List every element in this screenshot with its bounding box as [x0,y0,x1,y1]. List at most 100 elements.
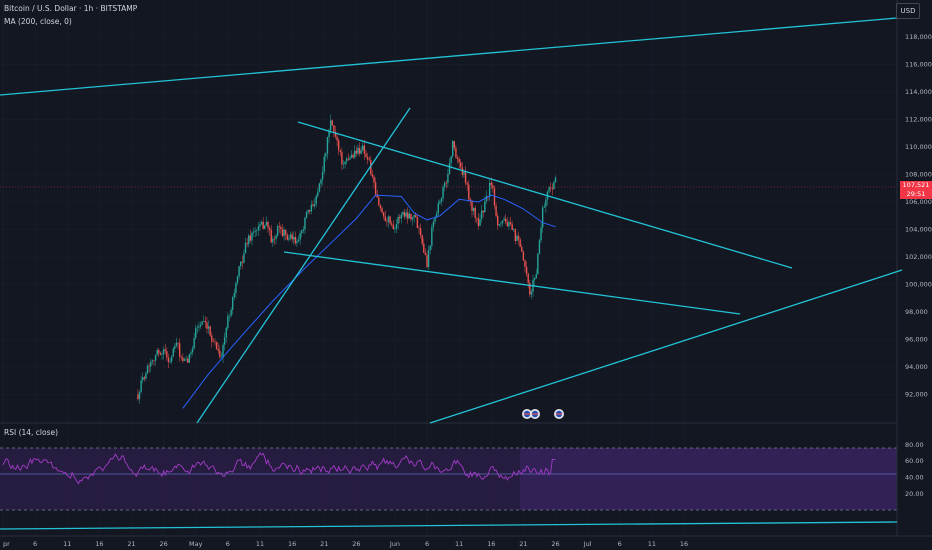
candle-body [302,229,305,231]
candle-body [240,261,242,267]
us-flag-icon[interactable] [522,409,532,419]
candle-body [387,216,390,222]
candle-body [231,296,234,310]
candle-body [408,213,411,219]
candle-body [209,326,211,336]
candle-body [142,377,144,381]
candle-body [432,221,435,228]
candle-body [378,197,380,206]
candle-body [379,205,382,209]
candle-body [177,342,179,344]
price-axis[interactable]: 118,000 116,000 114,000 112,000 110,000 108,0… [905,33,932,399]
candle-body [371,174,374,177]
candle-body [554,177,557,183]
candle-body [501,220,504,224]
candle-body [538,240,541,254]
rsi-indicator-label[interactable]: RSI (14, close) [4,428,59,437]
candle-body [500,223,502,225]
candle-body [537,253,539,275]
candle-body [358,147,361,154]
descending-resistance-trendline[interactable] [297,121,793,269]
time-tick-label: Jul [583,540,592,548]
price-tick-label: 116,000 [905,61,932,69]
time-tick-label: 21 [127,540,135,548]
rsi-band-highlight [520,448,897,510]
time-tick-label: 6 [33,540,37,548]
rsi-tick-label: 80.00 [905,441,924,449]
candle-body [201,321,203,325]
candle-body [215,341,218,349]
symbol-title[interactable]: Bitcoin / U.S. Dollar · 1h · BITSTAMP [4,4,138,13]
candle-body [533,278,536,280]
candle-body [540,227,542,241]
candle-body [479,219,481,226]
steep-ascending-trendline[interactable] [196,107,411,424]
candle-body [164,349,166,352]
candle-body [146,365,149,374]
candle-body [394,228,396,230]
rsi-trendline[interactable] [0,521,898,530]
candle-body [493,188,496,206]
price-tick-label: 106,000 [905,198,932,206]
candle-body [484,201,486,213]
time-tick-label: 6 [226,540,230,548]
event-markers[interactable] [522,409,564,419]
candle-body [331,120,333,126]
candle-body [143,377,146,379]
candle-body [178,343,181,357]
candle-body [415,215,417,218]
candle-body [390,223,393,225]
candle-body [244,242,247,254]
candle-body [154,355,157,361]
bar-countdown: 29:51 [906,190,926,198]
candle-body [317,191,319,196]
us-flag-icon[interactable] [554,409,564,419]
candle-body [206,322,208,329]
us-flag-icon[interactable] [530,409,540,419]
currency-button[interactable]: USD [896,3,920,19]
price-tick-label: 102,000 [905,253,932,261]
candle-body [248,235,250,244]
candle-body [222,344,224,357]
ma-indicator-label[interactable]: MA (200, close, 0) [4,17,72,26]
candle-body [447,173,449,183]
candle-body [212,341,215,343]
candle-body [384,216,386,222]
candle-body [166,351,168,358]
upper-channel-trendline[interactable] [0,17,898,96]
candle-body [368,159,370,161]
candle-body [284,229,287,235]
candle-body [328,130,330,138]
time-tick-label: 21 [320,540,328,548]
candle-body [472,207,475,211]
descending-support-trendline[interactable] [283,251,741,315]
candle-body [474,207,476,218]
candle-body [278,226,280,227]
time-tick-label: 11 [455,540,463,548]
candle-body [527,273,529,283]
candle-body [548,187,550,192]
lower-ascending-trendline[interactable] [429,269,903,424]
candle-body [354,150,356,158]
candle-body [159,352,162,355]
candle-body [339,149,341,152]
candle-body [138,392,141,400]
trendlines[interactable] [0,17,903,530]
candle-body [456,157,459,160]
candle-body [452,141,454,157]
candle-body [477,218,480,226]
candle-body [254,230,256,232]
candle-body [137,394,139,400]
candle-body [310,204,313,212]
rsi-panel[interactable] [0,447,897,511]
time-axis[interactable]: pr 6 11 16 21 26 May 6 11 16 21 26 Jun 6 11 16 21 26 Jul 6 1… [3,540,688,548]
candle-body [529,282,531,295]
candle-body [410,213,412,220]
candle-body [180,356,182,358]
candle-body [395,223,398,229]
rsi-axis[interactable]: 80.00 60.00 40.00 20.00 [905,441,924,498]
candle-body [426,255,428,268]
candle-body [336,136,338,141]
candle-body [199,324,202,327]
